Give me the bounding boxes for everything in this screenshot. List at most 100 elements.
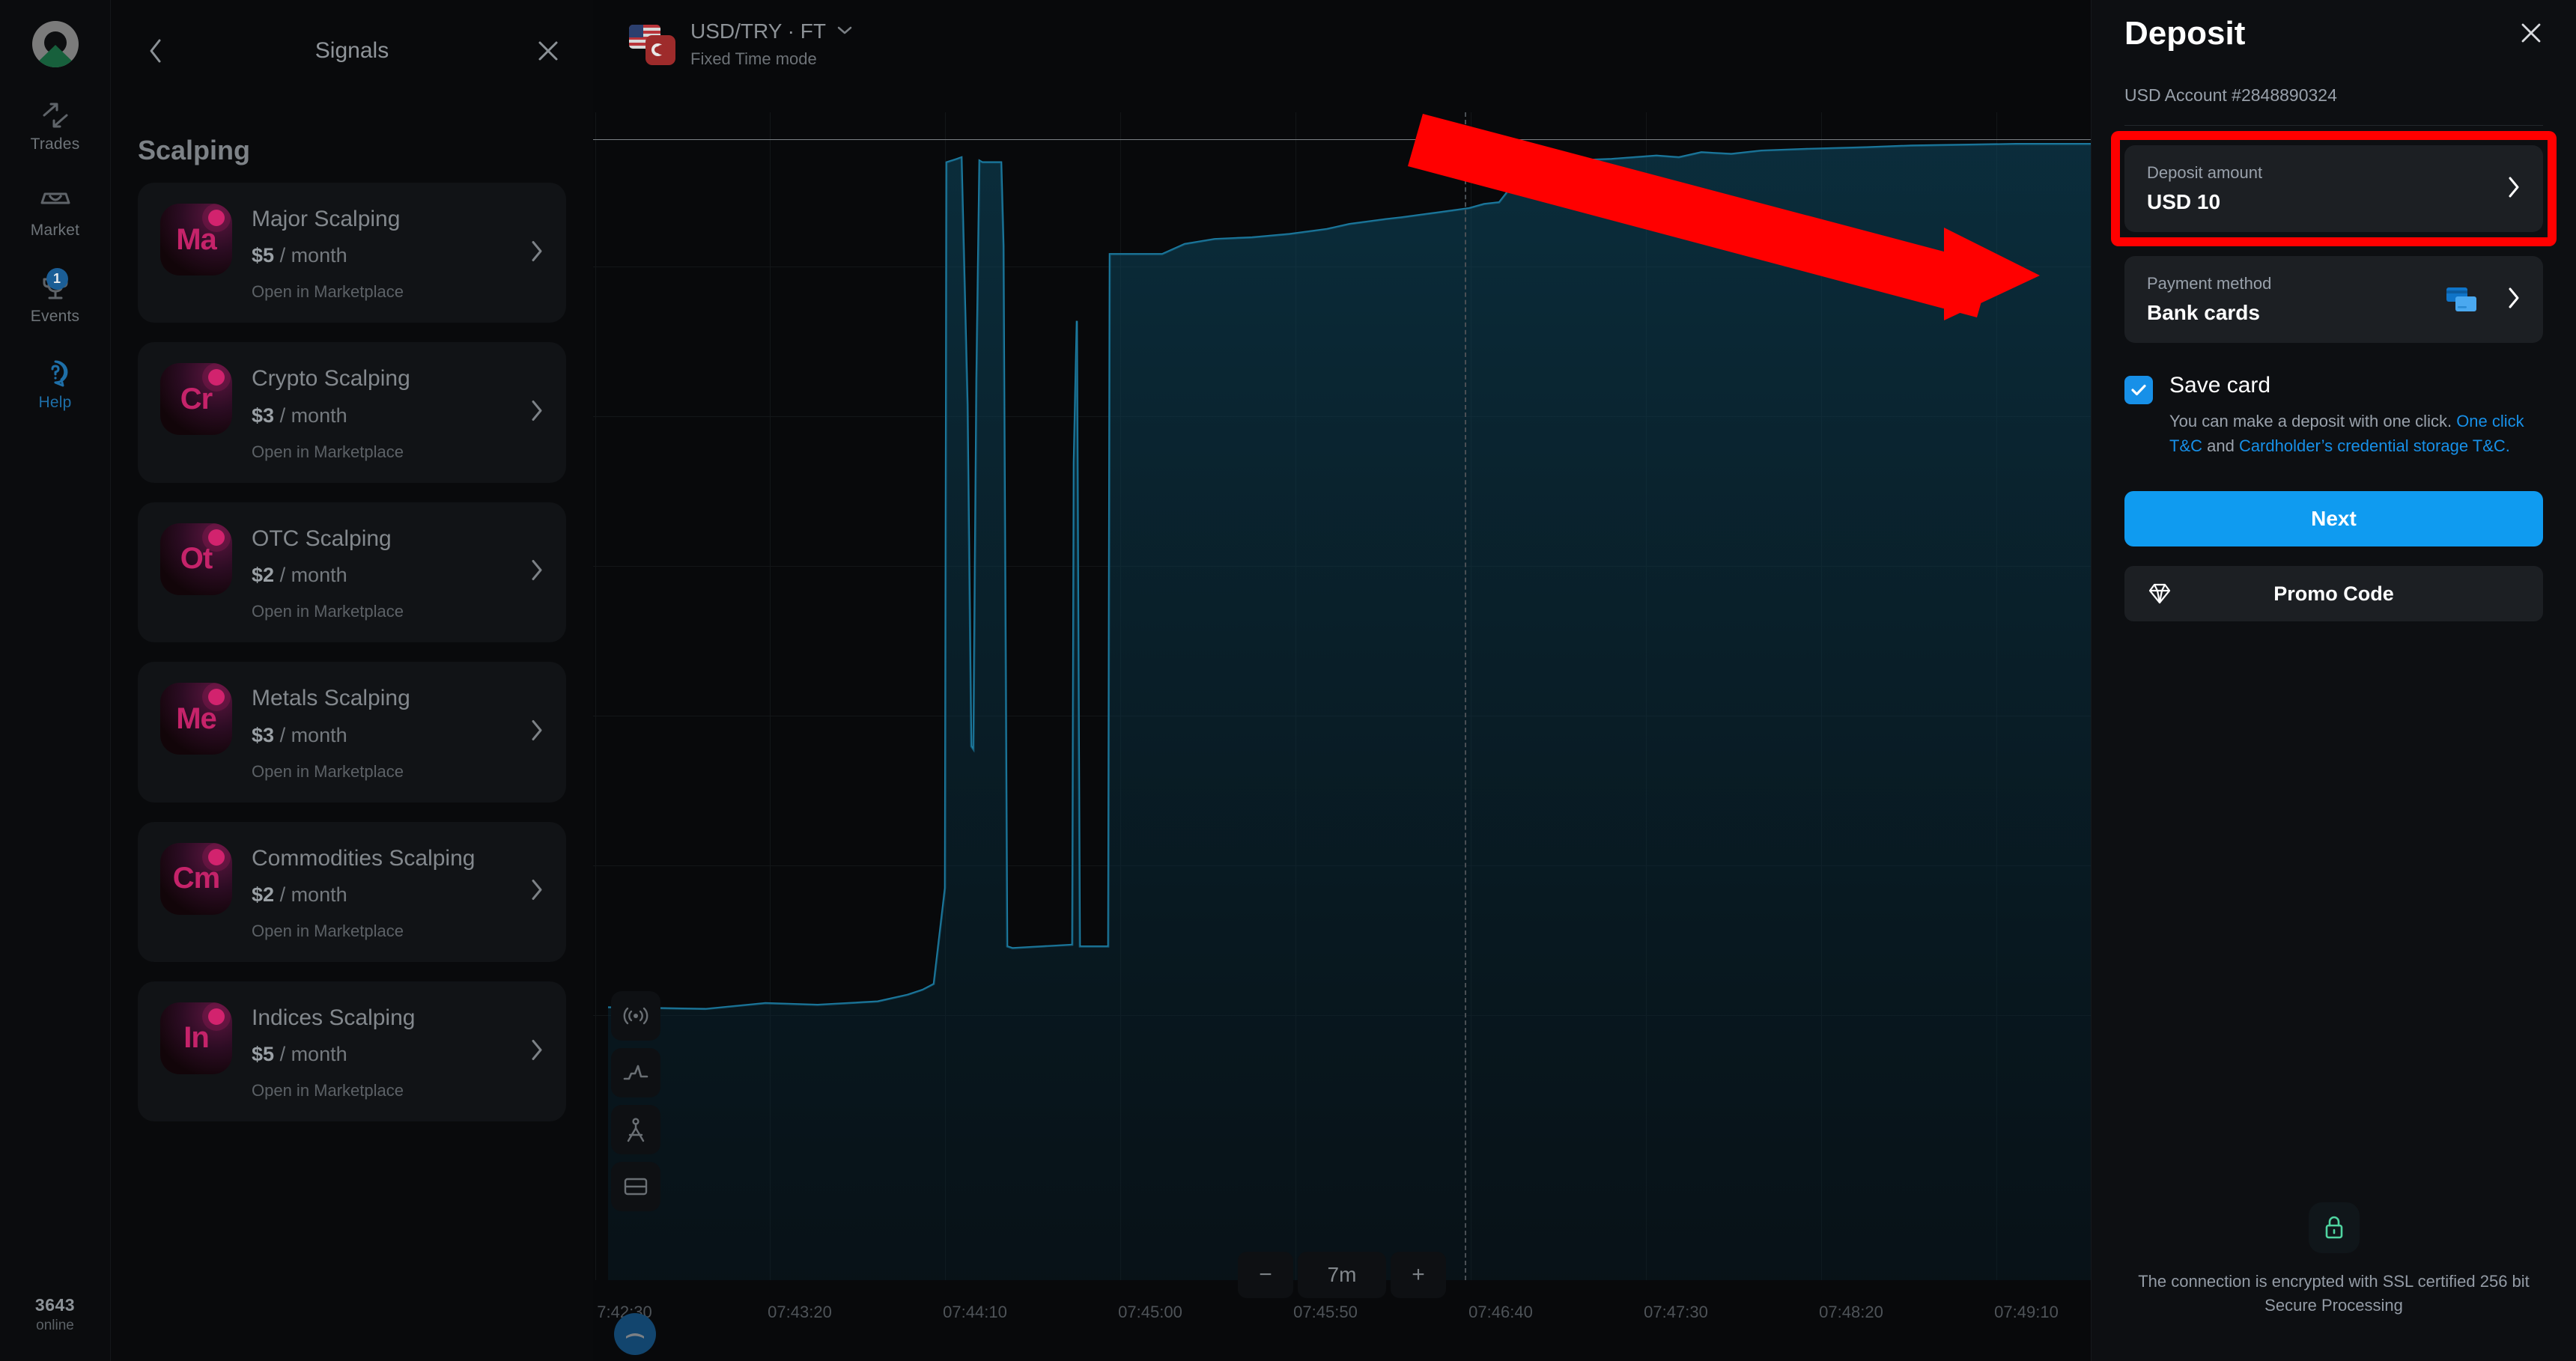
pair-name: USD/TRY · FT xyxy=(690,19,826,43)
back-icon[interactable] xyxy=(138,33,174,69)
help-question-icon xyxy=(40,359,71,389)
chevron-down-icon[interactable] xyxy=(836,25,853,39)
pair-selector[interactable]: USD/TRY · FT xyxy=(690,19,853,43)
deposit-header: Deposit xyxy=(2124,0,2543,52)
payment-method-field[interactable]: Payment method Bank cards xyxy=(2124,256,2543,343)
divider xyxy=(2124,125,2543,126)
zoom-in-button[interactable]: + xyxy=(1391,1252,1446,1298)
save-card-checkbox[interactable] xyxy=(2124,376,2153,404)
signal-price-period: / month xyxy=(279,564,347,587)
signal-price-period: / month xyxy=(279,244,347,267)
pair-flags xyxy=(629,23,675,65)
signal-icon: Me xyxy=(160,683,232,755)
x-tick: 07:45:00 xyxy=(1118,1303,1182,1321)
signal-abbr: Ma xyxy=(176,222,217,256)
signal-price: $3 / month xyxy=(252,724,544,747)
signal-abbr: Cm xyxy=(172,862,220,895)
x-tick: 07:48:20 xyxy=(1819,1303,1883,1321)
signal-card-body: Indices Scalping $5 / month Open in Mark… xyxy=(252,1002,544,1100)
signal-action[interactable]: Open in Marketplace xyxy=(252,602,404,621)
lock-icon xyxy=(2308,1202,2360,1254)
signal-card[interactable]: Ma Major Scalping $5 / month Open in Mar… xyxy=(138,183,566,323)
signal-action[interactable]: Open in Marketplace xyxy=(252,1081,404,1100)
chevron-right-icon[interactable] xyxy=(2507,176,2521,202)
drawing-compass-icon[interactable] xyxy=(611,1105,660,1154)
online-count: 3643 xyxy=(34,1295,76,1315)
signal-icon: Cm xyxy=(160,842,232,915)
layout-icon[interactable] xyxy=(611,1162,660,1211)
signal-action[interactable]: Open in Marketplace xyxy=(252,442,404,461)
sidebar-item-trades[interactable]: Trades xyxy=(0,100,110,153)
chevron-right-icon[interactable] xyxy=(530,1038,544,1065)
x-tick: 07:44:10 xyxy=(943,1303,1007,1321)
signal-icon: Ma xyxy=(160,204,232,275)
chevron-right-icon[interactable] xyxy=(530,879,544,905)
indicators-icon[interactable] xyxy=(611,1048,660,1097)
signal-icon: Ot xyxy=(160,523,232,595)
chart-x-axis: 7:42:30 07:43:20 07:44:10 07:45:00 07:45… xyxy=(593,1303,2091,1328)
sidebar-item-events[interactable]: 1 Events xyxy=(0,268,110,326)
signal-name: OTC Scalping xyxy=(252,526,392,551)
signals-broadcast-icon[interactable] xyxy=(611,991,660,1041)
signal-name: Indices Scalping xyxy=(252,1005,416,1030)
sidebar-label-market: Market xyxy=(30,222,80,239)
sidebar-item-market[interactable]: Market xyxy=(0,186,110,240)
price-series xyxy=(593,112,2091,1280)
save-desc-prefix: You can make a deposit with one click. xyxy=(2169,412,2457,430)
x-tick: 07:43:20 xyxy=(768,1303,832,1321)
sidebar-label-help: Help xyxy=(38,394,72,411)
signal-price-period: / month xyxy=(279,883,347,906)
chevron-right-icon[interactable] xyxy=(2507,287,2521,313)
signal-price-period: / month xyxy=(279,404,347,427)
save-card-row: Save card You can make a deposit with on… xyxy=(2124,373,2543,458)
signal-name: Metals Scalping xyxy=(252,686,410,711)
signal-card[interactable]: Cr Crypto Scalping $3 / month Open in Ma… xyxy=(138,342,566,483)
chart-plot[interactable] xyxy=(593,112,2091,1280)
signal-price: $2 / month xyxy=(252,883,544,907)
signal-icon: Cr xyxy=(160,363,232,436)
chat-bubble-icon[interactable] xyxy=(614,1313,656,1355)
signal-card-body: Crypto Scalping $3 / month Open in Marke… xyxy=(252,363,544,461)
chevron-right-icon[interactable] xyxy=(530,240,544,266)
chart-tools xyxy=(611,991,660,1211)
credential-storage-tc-link[interactable]: Cardholder’s credential storage T&C. xyxy=(2238,436,2510,455)
signal-abbr: Cr xyxy=(180,382,213,415)
signal-icon: In xyxy=(160,1002,232,1074)
deposit-amount-value: USD 10 xyxy=(2147,190,2221,213)
signal-price-value: $5 xyxy=(252,244,275,267)
chevron-right-icon[interactable] xyxy=(530,559,544,585)
deposit-amount-field[interactable]: Deposit amount USD 10 xyxy=(2124,145,2543,232)
signals-section-title: Scalping xyxy=(138,135,251,165)
signal-action[interactable]: Open in Marketplace xyxy=(252,282,404,302)
signal-card[interactable]: In Indices Scalping $5 / month Open in M… xyxy=(138,981,566,1122)
next-button[interactable]: Next xyxy=(2124,491,2543,546)
signal-card[interactable]: Me Metals Scalping $3 / month Open in Ma… xyxy=(138,662,566,803)
signal-abbr: Me xyxy=(176,701,217,735)
save-card-description: You can make a deposit with one click. O… xyxy=(2169,409,2543,458)
signals-panel: Signals Scalping Ma Major Scalping $5 / … xyxy=(111,0,593,1361)
trophy-icon: 1 xyxy=(40,268,71,302)
signal-action[interactable]: Open in Marketplace xyxy=(252,921,404,940)
zoom-out-button[interactable]: − xyxy=(1238,1252,1293,1298)
timeframe-value[interactable]: 7m xyxy=(1298,1252,1386,1298)
online-label: online xyxy=(36,1318,74,1333)
signal-price-period: / month xyxy=(279,1043,347,1066)
payment-method-wrapper: Payment method Bank cards xyxy=(2124,256,2543,343)
sidebar-item-help[interactable]: Help xyxy=(0,359,110,412)
one-click-tc-link[interactable]: One click T&C xyxy=(2169,412,2524,455)
signal-card[interactable]: Cm Commodities Scalping $2 / month Open … xyxy=(138,821,566,962)
chevron-right-icon[interactable] xyxy=(530,400,544,426)
current-price-line xyxy=(593,139,2091,140)
payment-method-text: Payment method Bank cards xyxy=(2147,274,2444,325)
close-icon[interactable] xyxy=(530,33,566,69)
user-avatar[interactable] xyxy=(31,21,79,67)
ssl-notice: The connection is encrypted with SSL cer… xyxy=(2124,1202,2543,1318)
signal-action[interactable]: Open in Marketplace xyxy=(252,761,404,781)
close-icon[interactable] xyxy=(2519,15,2543,49)
signal-abbr: Ot xyxy=(180,542,213,576)
online-counter: 3643 online xyxy=(0,1295,110,1334)
promo-code-button[interactable]: Promo Code xyxy=(2124,566,2543,621)
chevron-right-icon[interactable] xyxy=(530,719,544,745)
x-tick: 07:47:30 xyxy=(1644,1303,1708,1321)
signal-card[interactable]: Ot OTC Scalping $2 / month Open in Marke… xyxy=(138,502,566,643)
